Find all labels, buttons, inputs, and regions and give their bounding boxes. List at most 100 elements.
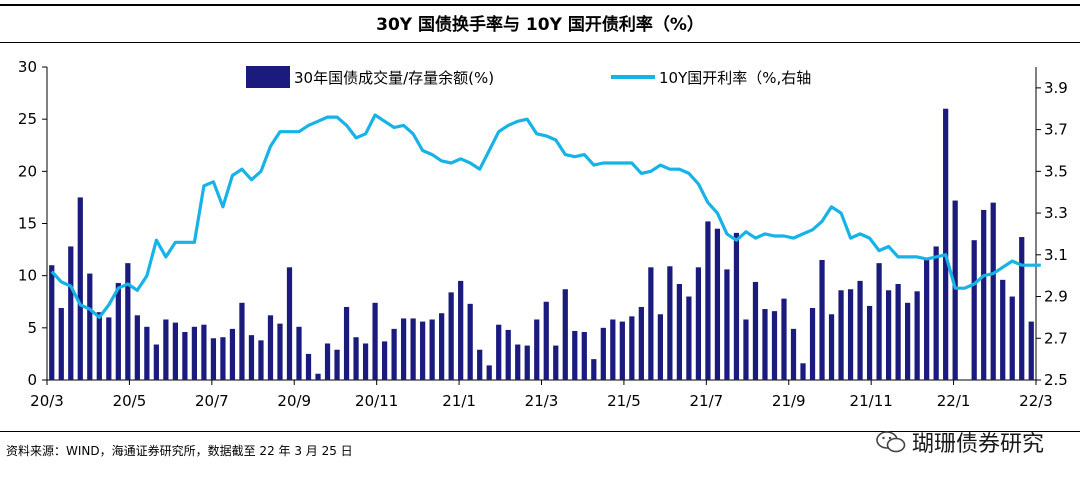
bar [686,296,692,380]
bar [657,314,663,380]
y-left-tick-label: 10 [18,267,37,285]
bar [496,324,502,380]
bar [420,321,426,380]
bar [400,318,407,380]
bar [762,309,768,380]
bar [391,328,397,380]
bar [353,337,359,380]
x-tick-label: 20/7 [195,392,229,410]
bar [562,289,568,380]
bar [324,343,331,380]
x-tick-label: 21/1 [442,392,476,410]
axes: 0 5 10 15 20 25 30 2.5 2.7 2.9 3.1 3.3 3.5 3.7 3.9 20/3… [18,58,1068,410]
legend-bar-label: 30年国债成交量/存量余额(%) [294,69,494,87]
bar [58,308,64,380]
bar [381,341,388,380]
bar [857,280,863,380]
bar [210,338,217,380]
bar [705,221,711,380]
bar [695,267,702,380]
chart-title: 30Y 国债换手率与 10Y 国开债利率（%） [376,15,704,35]
bar [286,267,293,380]
bar [790,328,797,380]
bottom-rule [0,431,1080,432]
bar [800,363,806,380]
bar [943,108,949,380]
bar [448,292,454,380]
bar [458,280,464,380]
bar [648,267,654,380]
y-left-tick-label: 20 [18,162,37,180]
bar [372,302,378,380]
y-right-tick-label: 3.5 [1044,162,1068,180]
x-tick-label: 20/9 [277,392,311,410]
y-right-tick-label: 3.3 [1044,204,1068,222]
bar [429,319,435,380]
rate-line [50,113,1041,319]
y-left-tick-label: 0 [27,371,37,389]
bar [619,321,625,380]
bar [315,373,321,380]
legend: 30年国债成交量/存量余额(%) 10Y国开利率（%,右轴 [246,66,811,88]
source-note: 资料来源：WIND，海通证券研究所，数据截至 22 年 3 月 25 日 [6,444,353,458]
bar [981,209,987,380]
bar [952,200,958,380]
y-right-tick-label: 2.7 [1044,329,1068,347]
bar [439,313,445,380]
bar [77,197,83,380]
bar [819,260,825,380]
bar [914,291,920,380]
bar [239,302,245,380]
bar [591,359,597,380]
chart-canvas: 0 5 10 15 20 25 30 2.5 2.7 2.9 3.1 3.3 3.5 3.7 3.9 20/3… [18,58,1068,410]
bar [543,301,549,380]
bar [553,345,559,380]
bar [1000,279,1006,380]
bar [343,306,350,380]
bar [1028,321,1034,380]
bar-series [49,108,1034,380]
bar [201,324,207,380]
bar [990,202,996,380]
bar [866,305,873,380]
bar [362,343,369,380]
bar [629,316,635,380]
bar [49,265,55,380]
bar [515,344,521,380]
bar [163,319,169,380]
bar [667,266,673,380]
top-rule [0,4,1080,6]
x-tick-label: 20/5 [113,392,147,410]
bar [600,327,606,380]
bar [924,260,930,380]
x-tick-label: 21/11 [850,392,893,410]
bar [895,284,901,380]
x-tick-label: 21/7 [689,392,723,410]
bar [296,326,302,380]
bar [477,349,483,380]
bar [828,314,835,380]
bar [410,318,416,380]
bar [467,303,473,380]
bar [1009,296,1015,380]
x-tick-label: 21/9 [772,392,806,410]
bar [714,228,721,380]
bar [153,344,159,380]
bar [724,269,730,380]
bar [486,365,492,380]
bar [172,322,178,380]
bar [847,289,854,380]
y-right-tick-label: 3.1 [1044,246,1068,264]
watermark: 瑚珊债券研究 [876,426,1044,458]
legend-line-label: 10Y国开利率（%,右轴 [659,69,811,87]
y-left-tick-label: 30 [18,58,37,76]
bar [534,319,540,380]
bar [752,281,759,380]
y-left-tick-label: 15 [18,215,37,233]
bar [115,282,121,380]
x-tick-label: 22/3 [1019,392,1053,410]
bar [743,319,749,380]
title-divider [0,42,1080,43]
bar [885,290,892,380]
x-tick-label: 20/3 [30,392,64,410]
